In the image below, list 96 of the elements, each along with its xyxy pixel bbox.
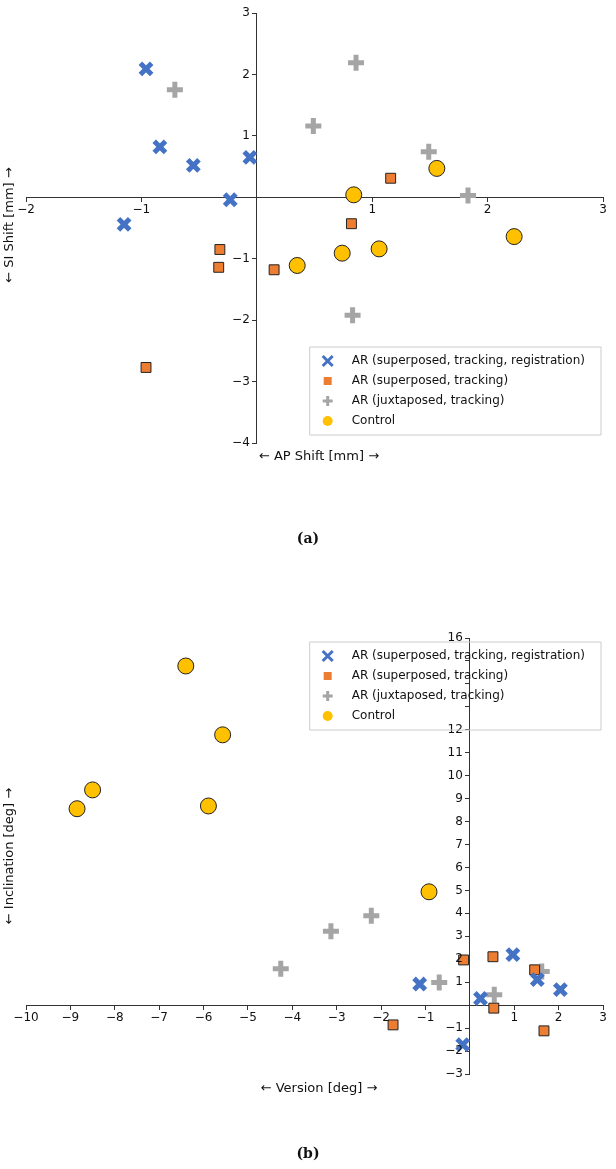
point [115, 216, 133, 233]
y-tick-label: −2 [445, 1043, 463, 1058]
point [268, 264, 280, 276]
x-tick-label: −8 [105, 1010, 124, 1025]
x-tick-label: 2 [554, 1010, 563, 1025]
point [428, 971, 450, 993]
x-tick-label: −1 [416, 1010, 435, 1025]
y-tick-label: 2 [455, 951, 463, 966]
legend-label: Control [351, 413, 396, 428]
point [387, 1019, 399, 1031]
y-tick-label: 1 [455, 974, 463, 989]
y-tick-label: 16 [447, 630, 463, 645]
point [270, 958, 292, 980]
x-tick-label: 1 [368, 202, 377, 217]
x-tick-label: 3 [599, 1010, 607, 1025]
point [385, 172, 397, 184]
point [222, 191, 239, 208]
point [418, 141, 440, 163]
point [472, 990, 489, 1007]
point [214, 726, 232, 744]
point [288, 256, 306, 274]
point [487, 951, 499, 963]
point [538, 1025, 550, 1037]
x-tick-label: −7 [150, 1010, 169, 1025]
point [360, 905, 382, 927]
x-tick-label: −6 [194, 1010, 213, 1025]
y-tick-label: 4 [455, 905, 463, 920]
point [505, 228, 523, 246]
y-tick-label: 9 [455, 790, 463, 805]
x-axis-title: ← Version [deg] → [259, 1080, 379, 1095]
point [370, 240, 388, 258]
legend-label: Control [351, 708, 396, 723]
y-tick-label: 3 [455, 928, 463, 943]
legend-label: AR (superposed, tracking, registration) [351, 353, 586, 368]
x-tick-label: 2 [483, 202, 492, 217]
y-tick-label: −1 [445, 1020, 463, 1035]
y-tick-label: 5 [455, 882, 463, 897]
point [140, 361, 152, 373]
y-tick-label: −1 [232, 250, 250, 265]
y-tick-label: −4 [232, 435, 250, 450]
point [320, 920, 342, 942]
legend-label: AR (superposed, tracking) [351, 373, 509, 388]
x-tick-label: −2 [372, 1010, 390, 1025]
point [342, 304, 364, 326]
point [428, 159, 446, 177]
point [333, 244, 351, 262]
y-tick-label: 2 [242, 66, 250, 81]
point [214, 244, 226, 255]
y-tick-label: −3 [232, 373, 250, 388]
y-axis-title: ← SI Shift [mm] → [0, 165, 17, 285]
point [345, 186, 363, 204]
point [185, 157, 202, 174]
y-tick-label: −3 [445, 1066, 463, 1081]
point [529, 971, 546, 988]
y-tick-label: 12 [447, 721, 463, 736]
y-tick-label: 6 [455, 859, 463, 874]
point [345, 52, 367, 74]
point [411, 975, 428, 993]
point [457, 184, 479, 206]
x-tick-label: −9 [61, 1010, 80, 1025]
point [504, 946, 522, 963]
y-tick-label: 10 [447, 767, 463, 782]
x-tick-label: −5 [239, 1010, 257, 1025]
y-tick-label: 8 [455, 813, 463, 828]
y-tick-label: 3 [242, 5, 250, 20]
y-tick-label: 7 [455, 836, 463, 851]
y-axis-title: ← Inclination [deg] → [0, 786, 17, 927]
point [488, 1002, 500, 1014]
y-tick-label: 11 [447, 744, 463, 759]
point [84, 781, 102, 799]
point [199, 797, 217, 815]
point [177, 657, 195, 675]
point [483, 984, 505, 1006]
text: (b) [295, 1145, 321, 1161]
text: (a) [295, 530, 321, 546]
x-tick-label: −10 [13, 1010, 39, 1025]
x-axis-title: ← AP Shift [mm] → [257, 448, 381, 463]
point [164, 79, 186, 101]
legend-label: AR (juxtaposed, tracking) [351, 393, 505, 408]
x-tick-label: −4 [283, 1010, 302, 1025]
point [420, 883, 438, 901]
x-tick-label: −1 [132, 202, 151, 217]
y-tick-label: −2 [232, 312, 250, 327]
point [213, 261, 225, 273]
point [151, 138, 169, 156]
y-tick-label: 1 [242, 127, 250, 142]
x-tick-label: 3 [599, 202, 607, 217]
point [552, 981, 569, 998]
point [302, 115, 324, 137]
point [137, 60, 155, 78]
x-tick-label: −3 [327, 1010, 346, 1025]
x-tick-label: −2 [17, 202, 35, 217]
x-tick-label: 1 [510, 1010, 519, 1025]
point [345, 218, 357, 230]
point [68, 800, 86, 818]
point [241, 149, 259, 166]
